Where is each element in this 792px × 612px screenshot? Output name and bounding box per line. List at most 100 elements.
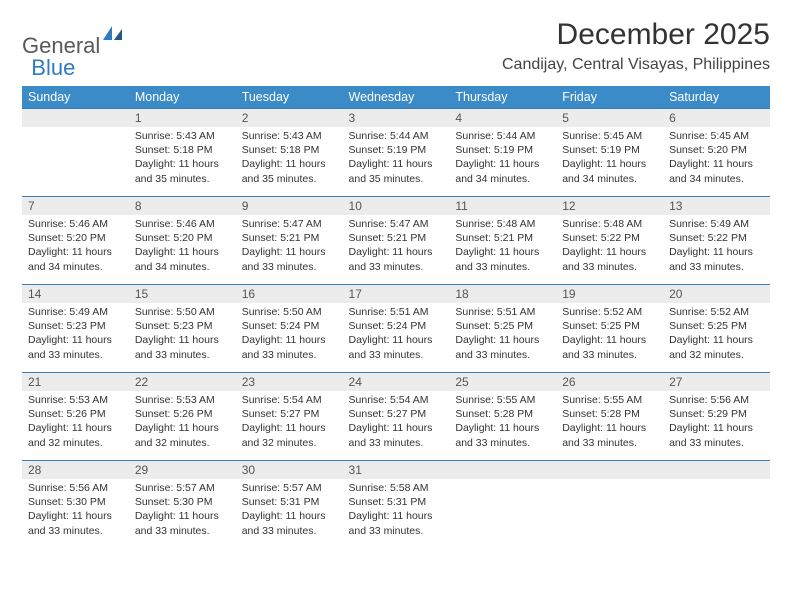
day-cell: 2Sunrise: 5:43 AMSunset: 5:18 PMDaylight…: [236, 109, 343, 197]
day-number: 13: [663, 197, 770, 215]
day-content: Sunrise: 5:53 AMSunset: 5:26 PMDaylight:…: [22, 391, 129, 460]
dow-row: SundayMondayTuesdayWednesdayThursdayFrid…: [22, 86, 770, 109]
week-row: 7Sunrise: 5:46 AMSunset: 5:20 PMDaylight…: [22, 197, 770, 285]
calendar-page: General Blue December 2025 Candijay, Cen…: [0, 0, 792, 567]
day-number: 27: [663, 373, 770, 391]
dow-header: Sunday: [22, 86, 129, 109]
day-number: 2: [236, 109, 343, 127]
day-number: 1: [129, 109, 236, 127]
day-cell: 31Sunrise: 5:58 AMSunset: 5:31 PMDayligh…: [343, 461, 450, 549]
day-number: 15: [129, 285, 236, 303]
day-content: Sunrise: 5:57 AMSunset: 5:30 PMDaylight:…: [129, 479, 236, 549]
dow-header: Monday: [129, 86, 236, 109]
day-cell: 28Sunrise: 5:56 AMSunset: 5:30 PMDayligh…: [22, 461, 129, 549]
week-row: 28Sunrise: 5:56 AMSunset: 5:30 PMDayligh…: [22, 461, 770, 549]
day-number: 24: [343, 373, 450, 391]
day-content: [449, 479, 556, 549]
day-cell: 8Sunrise: 5:46 AMSunset: 5:20 PMDaylight…: [129, 197, 236, 285]
day-cell: 27Sunrise: 5:56 AMSunset: 5:29 PMDayligh…: [663, 373, 770, 461]
day-number: [449, 461, 556, 479]
day-cell: 6Sunrise: 5:45 AMSunset: 5:20 PMDaylight…: [663, 109, 770, 197]
day-content: Sunrise: 5:55 AMSunset: 5:28 PMDaylight:…: [449, 391, 556, 460]
location: Candijay, Central Visayas, Philippines: [502, 56, 770, 74]
day-number: 23: [236, 373, 343, 391]
week-row: 1Sunrise: 5:43 AMSunset: 5:18 PMDaylight…: [22, 109, 770, 197]
day-content: Sunrise: 5:47 AMSunset: 5:21 PMDaylight:…: [343, 215, 450, 284]
dow-header: Friday: [556, 86, 663, 109]
day-number: 31: [343, 461, 450, 479]
day-number: 18: [449, 285, 556, 303]
day-cell: 13Sunrise: 5:49 AMSunset: 5:22 PMDayligh…: [663, 197, 770, 285]
day-content: Sunrise: 5:43 AMSunset: 5:18 PMDaylight:…: [129, 127, 236, 196]
day-cell: 11Sunrise: 5:48 AMSunset: 5:21 PMDayligh…: [449, 197, 556, 285]
day-cell: 15Sunrise: 5:50 AMSunset: 5:23 PMDayligh…: [129, 285, 236, 373]
dow-header: Saturday: [663, 86, 770, 109]
logo-text-blue: Blue: [31, 55, 75, 81]
day-cell: 5Sunrise: 5:45 AMSunset: 5:19 PMDaylight…: [556, 109, 663, 197]
day-cell: 10Sunrise: 5:47 AMSunset: 5:21 PMDayligh…: [343, 197, 450, 285]
week-row: 14Sunrise: 5:49 AMSunset: 5:23 PMDayligh…: [22, 285, 770, 373]
day-content: Sunrise: 5:49 AMSunset: 5:23 PMDaylight:…: [22, 303, 129, 372]
day-content: [22, 127, 129, 196]
day-cell: 21Sunrise: 5:53 AMSunset: 5:26 PMDayligh…: [22, 373, 129, 461]
day-cell: 7Sunrise: 5:46 AMSunset: 5:20 PMDaylight…: [22, 197, 129, 285]
header: General Blue December 2025 Candijay, Cen…: [22, 18, 770, 74]
day-content: Sunrise: 5:44 AMSunset: 5:19 PMDaylight:…: [449, 127, 556, 196]
day-cell: 17Sunrise: 5:51 AMSunset: 5:24 PMDayligh…: [343, 285, 450, 373]
day-cell: 20Sunrise: 5:52 AMSunset: 5:25 PMDayligh…: [663, 285, 770, 373]
day-cell: [22, 109, 129, 197]
day-number: [663, 461, 770, 479]
logo-sail-icon: [103, 26, 123, 45]
day-content: Sunrise: 5:51 AMSunset: 5:25 PMDaylight:…: [449, 303, 556, 372]
day-content: Sunrise: 5:45 AMSunset: 5:19 PMDaylight:…: [556, 127, 663, 196]
day-number: 7: [22, 197, 129, 215]
day-content: Sunrise: 5:53 AMSunset: 5:26 PMDaylight:…: [129, 391, 236, 460]
day-number: 19: [556, 285, 663, 303]
day-number: 10: [343, 197, 450, 215]
day-cell: 18Sunrise: 5:51 AMSunset: 5:25 PMDayligh…: [449, 285, 556, 373]
day-content: Sunrise: 5:58 AMSunset: 5:31 PMDaylight:…: [343, 479, 450, 549]
day-number: 29: [129, 461, 236, 479]
day-cell: 12Sunrise: 5:48 AMSunset: 5:22 PMDayligh…: [556, 197, 663, 285]
day-number: 14: [22, 285, 129, 303]
day-content: Sunrise: 5:56 AMSunset: 5:30 PMDaylight:…: [22, 479, 129, 549]
day-content: Sunrise: 5:56 AMSunset: 5:29 PMDaylight:…: [663, 391, 770, 460]
day-content: Sunrise: 5:47 AMSunset: 5:21 PMDaylight:…: [236, 215, 343, 284]
day-number: 30: [236, 461, 343, 479]
day-content: [663, 479, 770, 549]
day-number: 17: [343, 285, 450, 303]
day-number: 12: [556, 197, 663, 215]
day-cell: 24Sunrise: 5:54 AMSunset: 5:27 PMDayligh…: [343, 373, 450, 461]
day-cell: [556, 461, 663, 549]
month-title: December 2025: [502, 18, 770, 52]
day-content: Sunrise: 5:43 AMSunset: 5:18 PMDaylight:…: [236, 127, 343, 196]
day-number: 25: [449, 373, 556, 391]
day-content: Sunrise: 5:54 AMSunset: 5:27 PMDaylight:…: [236, 391, 343, 460]
day-cell: [449, 461, 556, 549]
day-number: 22: [129, 373, 236, 391]
day-content: Sunrise: 5:49 AMSunset: 5:22 PMDaylight:…: [663, 215, 770, 284]
day-number: 8: [129, 197, 236, 215]
day-number: 20: [663, 285, 770, 303]
day-cell: 23Sunrise: 5:54 AMSunset: 5:27 PMDayligh…: [236, 373, 343, 461]
day-number: 28: [22, 461, 129, 479]
day-content: Sunrise: 5:46 AMSunset: 5:20 PMDaylight:…: [129, 215, 236, 284]
day-content: Sunrise: 5:50 AMSunset: 5:24 PMDaylight:…: [236, 303, 343, 372]
day-content: Sunrise: 5:44 AMSunset: 5:19 PMDaylight:…: [343, 127, 450, 196]
day-number: 9: [236, 197, 343, 215]
day-cell: 19Sunrise: 5:52 AMSunset: 5:25 PMDayligh…: [556, 285, 663, 373]
day-number: 4: [449, 109, 556, 127]
day-number: [556, 461, 663, 479]
dow-header: Tuesday: [236, 86, 343, 109]
day-number: 3: [343, 109, 450, 127]
day-number: [22, 109, 129, 127]
day-cell: 29Sunrise: 5:57 AMSunset: 5:30 PMDayligh…: [129, 461, 236, 549]
dow-header: Wednesday: [343, 86, 450, 109]
day-content: Sunrise: 5:48 AMSunset: 5:22 PMDaylight:…: [556, 215, 663, 284]
day-number: 11: [449, 197, 556, 215]
day-cell: 16Sunrise: 5:50 AMSunset: 5:24 PMDayligh…: [236, 285, 343, 373]
logo: General Blue: [22, 18, 169, 59]
day-content: [556, 479, 663, 549]
day-content: Sunrise: 5:57 AMSunset: 5:31 PMDaylight:…: [236, 479, 343, 549]
day-cell: 25Sunrise: 5:55 AMSunset: 5:28 PMDayligh…: [449, 373, 556, 461]
